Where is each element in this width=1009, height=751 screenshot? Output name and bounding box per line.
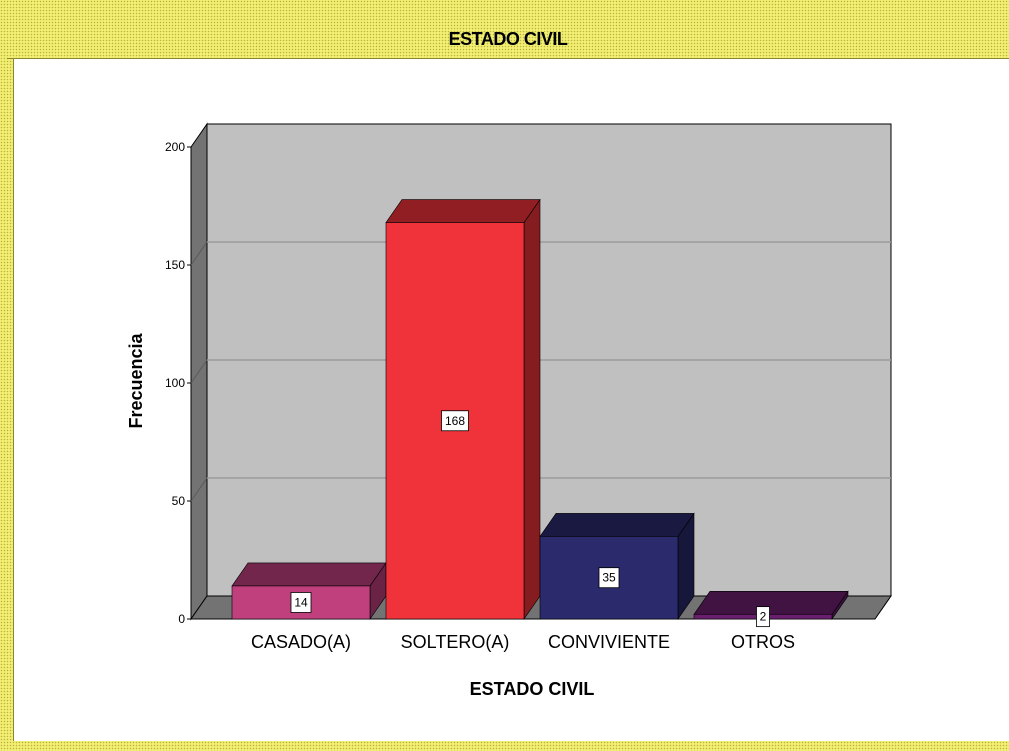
- data-label: 14: [290, 592, 312, 613]
- x-tick-label: OTROS: [731, 632, 795, 652]
- bar-otros: 2: [693, 590, 849, 628]
- bar-top-face: [539, 513, 695, 537]
- y-tick-label: 100: [165, 376, 185, 390]
- data-label-box: [756, 606, 770, 628]
- data-label-text: 2: [760, 610, 767, 624]
- bar-soltero-a: 168: [385, 198, 541, 620]
- data-label: 2: [756, 606, 770, 628]
- data-label-box: [598, 567, 620, 589]
- gridline-side: [190, 477, 208, 502]
- y-tick-label: 50: [172, 494, 186, 508]
- x-axis-title: ESTADO CIVIL: [470, 679, 595, 699]
- data-label-text: 35: [602, 571, 616, 585]
- bar-casado-a: 14: [231, 562, 387, 620]
- bar-top-face: [693, 590, 849, 615]
- y-tick-label: 0: [178, 612, 185, 626]
- y-axis-title: Frecuencia: [126, 332, 146, 428]
- data-label-box: [290, 592, 312, 613]
- window-title: ESTADO CIVIL: [448, 29, 568, 49]
- y-tick-label: 200: [165, 140, 185, 154]
- gridline-side: [190, 359, 208, 384]
- y-tick-label: 150: [165, 258, 185, 272]
- x-axis-category-labels: CASADO(A) SOLTERO(A) CONVIVIENTE OTROS: [251, 632, 795, 652]
- bar-top-face: [231, 562, 387, 587]
- y-axis-ticks: 0 50 100 150 200: [165, 140, 191, 626]
- gridlines: [190, 241, 891, 502]
- bar-conviviente: 35: [539, 512, 695, 620]
- x-tick-label: CONVIVIENTE: [548, 632, 670, 652]
- data-label-text: 168: [445, 414, 465, 428]
- bars: 14 168 35 2: [231, 198, 849, 628]
- chart-panel: 0 50 100 150 200 14 168 35 2 CASADO(A) SOLTERO(A…: [13, 59, 1009, 741]
- title-bar: ESTADO CIVIL: [7, 0, 1009, 59]
- bar-top-face: [385, 199, 541, 223]
- gridline-side: [190, 241, 208, 266]
- data-label-box: [441, 410, 469, 432]
- bar-side-face: [523, 198, 541, 620]
- x-tick-label: CASADO(A): [251, 632, 351, 652]
- data-label: 35: [598, 567, 620, 589]
- x-tick-label: SOLTERO(A): [401, 632, 510, 652]
- data-label: 168: [441, 410, 469, 432]
- bar-chart: 0 50 100 150 200 14 168 35 2 CASADO(A) SOLTERO(A…: [126, 122, 892, 699]
- data-label-text: 14: [294, 595, 308, 609]
